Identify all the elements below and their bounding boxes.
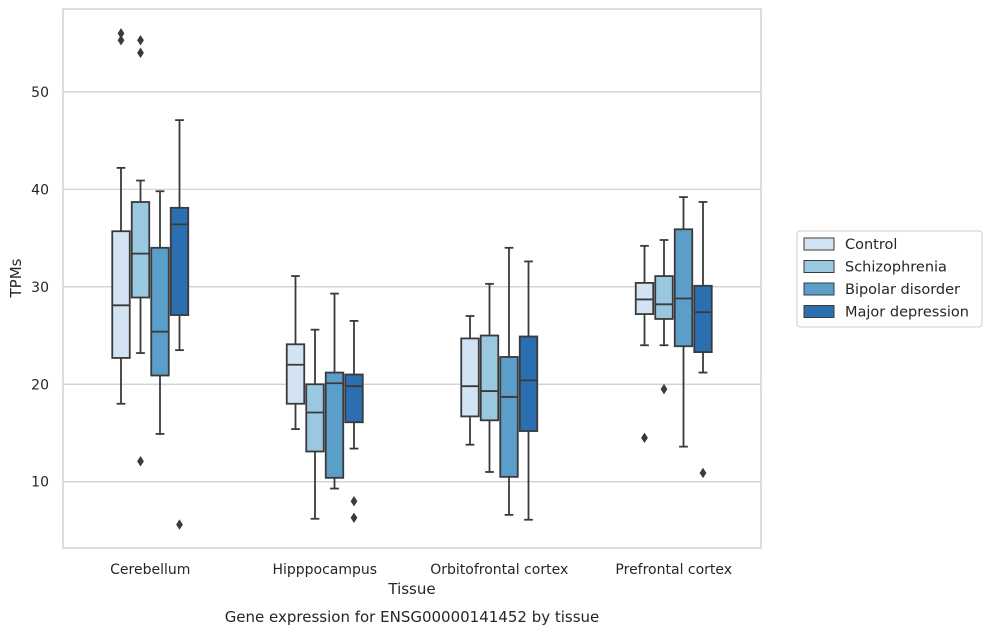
outlier-point <box>641 432 648 444</box>
legend: Control Schizophrenia Bipolar disorder Majo… <box>796 230 983 328</box>
legend-swatch <box>803 260 835 273</box>
x-axis: Cerebellum Hipppocampus Orbitofrontal cort… <box>110 562 732 578</box>
x-axis-label: Tissue <box>387 580 435 598</box>
box <box>460 337 480 418</box>
legend-frame <box>796 230 983 328</box>
outlier-point <box>350 496 358 507</box>
outlier-point <box>117 28 125 39</box>
outlier-point <box>699 467 707 479</box>
y-axis-label: TPMs <box>7 258 25 298</box>
x-tick-label: Prefrontal cortex <box>615 562 732 578</box>
box <box>499 356 519 478</box>
y-axis: 10 20 30 40 50 <box>31 85 49 491</box>
legend-label: Control <box>845 237 897 253</box>
x-tick-label: Hipppocampus <box>272 562 377 578</box>
box <box>324 371 345 479</box>
box <box>169 206 190 316</box>
legend-swatch <box>803 237 835 251</box>
outlier-point <box>137 34 144 46</box>
box <box>673 228 694 348</box>
x-tick-label: Cerebellum <box>110 562 190 578</box>
box <box>518 335 539 432</box>
boxes <box>111 28 713 530</box>
box <box>111 230 131 359</box>
box <box>130 201 151 299</box>
box <box>479 334 500 422</box>
legend-label: Schizophrenia <box>845 260 947 276</box>
x-tick-label: Orbitofrontal cortex <box>430 562 568 578</box>
box <box>305 383 325 453</box>
chart-caption: Gene expression for ENSG00000141452 by t… <box>225 608 600 626</box>
box <box>654 275 674 320</box>
box <box>693 284 713 353</box>
box <box>344 373 364 424</box>
outlier-point <box>117 34 125 46</box>
outlier-point <box>660 383 668 395</box>
outlier-point <box>176 519 183 530</box>
outlier-point <box>350 512 358 523</box>
outlier-point <box>137 47 144 59</box>
legend-label: Major depression <box>845 305 969 321</box>
box <box>634 281 655 315</box>
y-tick-label: 10 <box>31 475 49 491</box>
legend-swatch <box>803 305 835 318</box>
box <box>150 246 170 377</box>
y-tick-label: 40 <box>31 182 49 198</box>
y-tick-label: 20 <box>31 377 49 393</box>
y-tick-label: 30 <box>31 280 49 296</box>
outlier-point <box>137 456 144 467</box>
y-tick-label: 50 <box>31 85 49 101</box>
legend-swatch <box>803 282 835 296</box>
legend-label: Bipolar disorder <box>845 282 960 298</box>
box <box>285 343 306 405</box>
